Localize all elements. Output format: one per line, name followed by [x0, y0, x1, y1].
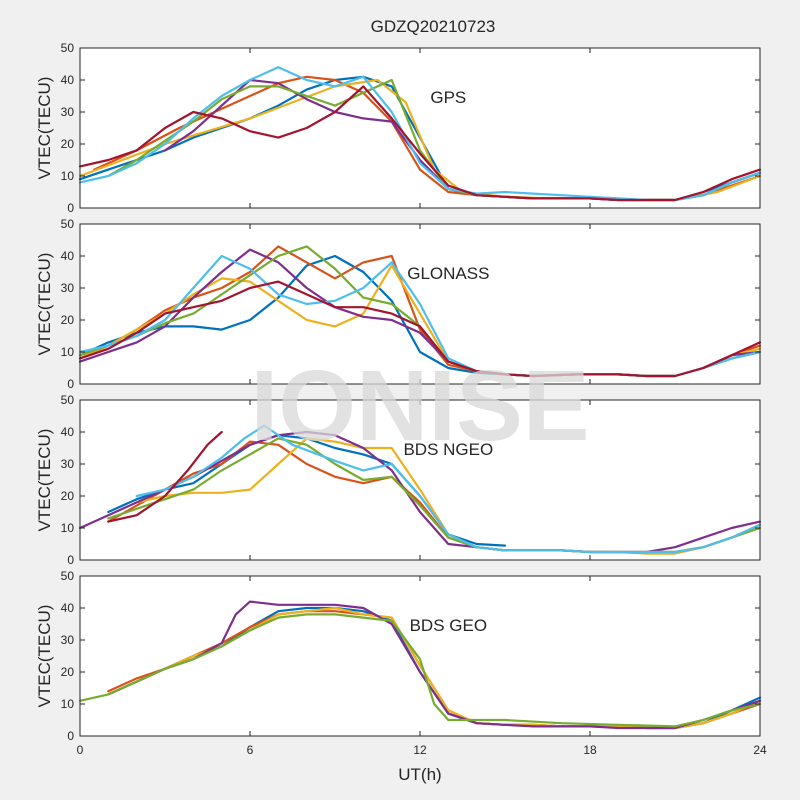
series-line: [135, 424, 762, 554]
y-tick-label: 30: [61, 105, 75, 119]
y-tick-label: 0: [67, 553, 74, 567]
y-tick-label: 20: [61, 489, 75, 503]
y-axis-label: VTEC(TECU): [35, 605, 54, 708]
x-tick-label: 6: [247, 743, 254, 757]
x-axis-label: UT(h): [398, 765, 441, 784]
y-tick-label: 0: [67, 729, 74, 743]
panel-gps: 0 10 20 30 40 50 VTEC(TECU) GPS: [35, 41, 762, 215]
series-line: [107, 600, 762, 730]
y-tick-label: 10: [61, 521, 75, 535]
y-tick-label: 50: [61, 393, 75, 407]
series-line: [78, 613, 762, 728]
y-tick-label: 20: [61, 313, 75, 327]
panel-bds-ngeo: 0 10 20 30 40 50 VTEC(TECU) BDS NGEO: [35, 393, 762, 567]
y-tick-label: 30: [61, 633, 75, 647]
x-tick-label: 18: [583, 743, 597, 757]
plot-area: [80, 576, 760, 736]
y-tick-label: 10: [61, 697, 75, 711]
y-tick-label: 30: [61, 457, 75, 471]
y-tick-label: 50: [61, 41, 75, 55]
y-axis-label: VTEC(TECU): [35, 429, 54, 532]
y-axis-label: VTEC(TECU): [35, 77, 54, 180]
panel-label: GPS: [430, 88, 466, 107]
y-tick-label: 40: [61, 601, 75, 615]
y-tick-label: 20: [61, 665, 75, 679]
series-line: [107, 430, 223, 523]
y-tick-label: 10: [61, 169, 75, 183]
panel-label: BDS GEO: [410, 616, 487, 635]
panel-glonass: 0 10 20 30 40 50 VTEC(TECU) GLONASS: [35, 217, 762, 391]
y-tick-label: 40: [61, 73, 75, 87]
x-tick-label: 12: [413, 743, 427, 757]
y-axis-label: VTEC(TECU): [35, 253, 54, 356]
x-tick-label: 24: [753, 743, 767, 757]
y-tick-label: 50: [61, 217, 75, 231]
x-tick-label: 0: [77, 743, 84, 757]
y-tick-label: 20: [61, 137, 75, 151]
y-tick-label: 0: [67, 201, 74, 215]
watermark: IONISE: [251, 350, 590, 462]
y-tick-label: 40: [61, 425, 75, 439]
plot-area: [80, 400, 760, 560]
panel-label: BDS NGEO: [403, 440, 493, 459]
figure-title: GDZQ20210723: [371, 17, 496, 36]
series-line: [78, 280, 762, 378]
plot-area: [80, 48, 760, 208]
panel-label: GLONASS: [407, 264, 489, 283]
series-line: [78, 85, 762, 202]
y-tick-label: 30: [61, 281, 75, 295]
y-tick-label: 0: [67, 377, 74, 391]
panel-bds-geo: 0 10 20 30 40 50 0 6 12 18 24 VTEC(TECU) BDS GEO: [35, 569, 767, 757]
panels: 0 10 20 30 40 50 VTEC(TECU) GPS 0 10 20 30 40 50 VTEC(…: [35, 41, 767, 757]
y-tick-label: 50: [61, 569, 75, 583]
y-tick-label: 10: [61, 345, 75, 359]
y-tick-label: 40: [61, 249, 75, 263]
